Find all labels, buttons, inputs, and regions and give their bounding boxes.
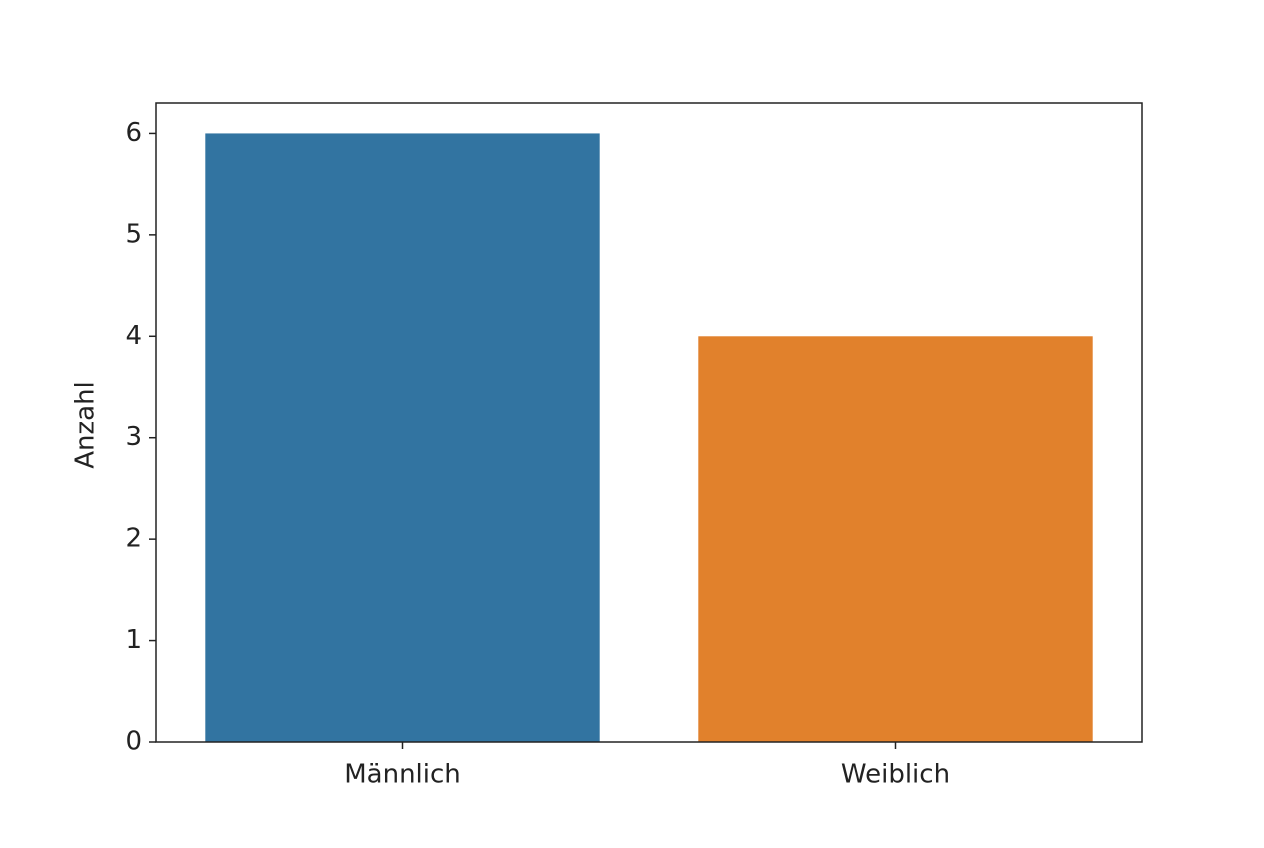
- y-tick-label: 0: [125, 727, 142, 757]
- y-tick-label: 4: [125, 321, 142, 351]
- y-axis-label: Anzahl: [71, 381, 101, 469]
- y-tick-label: 6: [125, 118, 142, 148]
- x-tick-label: Männlich: [344, 760, 461, 790]
- x-tick-label: Weiblich: [841, 760, 950, 790]
- y-tick-label: 3: [125, 422, 142, 452]
- plot-frame: [155, 102, 1143, 743]
- y-tick-label: 2: [125, 524, 142, 554]
- bar: [205, 133, 600, 742]
- y-tick-label: 1: [125, 625, 142, 655]
- bar: [698, 336, 1093, 742]
- y-tick-label: 5: [125, 219, 142, 249]
